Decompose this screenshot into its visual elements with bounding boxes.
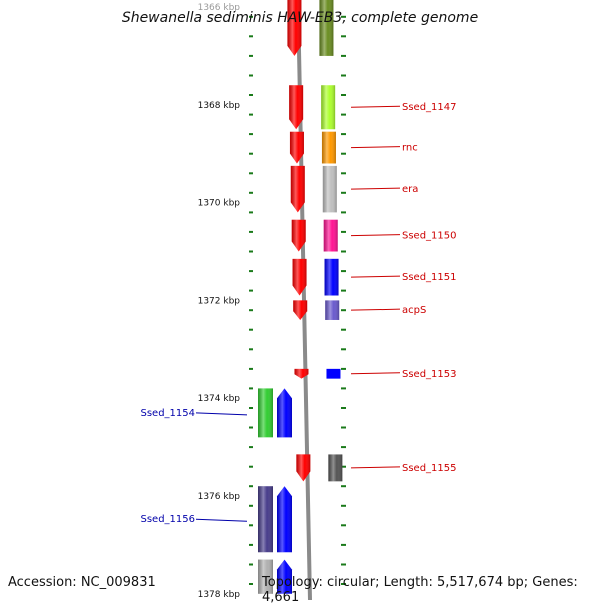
gene-label: Ssed_1156 — [140, 514, 195, 525]
forward-strand-arrow-shading — [294, 368, 309, 379]
reverse-strand-arrow-shading — [277, 559, 292, 594]
gene-label-leader — [350, 105, 401, 108]
gene-label-leader — [195, 518, 248, 522]
gene-feature-block — [326, 368, 341, 379]
scale-label: 1366 kbp — [198, 3, 241, 13]
forward-strand-arrow-shading — [287, 0, 302, 56]
gene-label-leader — [350, 187, 401, 190]
forward-strand-arrow-shading — [293, 300, 308, 320]
gene-feature-shading — [322, 165, 337, 213]
gene-feature-shading — [321, 85, 336, 130]
gene-label: Ssed_1151 — [402, 272, 457, 283]
gene-feature-shading — [328, 454, 343, 482]
scale-label: 1372 kbp — [198, 296, 241, 306]
forward-strand-arrow-shading — [289, 131, 304, 164]
gene-label: Ssed_1153 — [402, 369, 457, 380]
gene-label: era — [402, 184, 418, 195]
gene-label-leader — [350, 234, 401, 237]
forward-strand-arrow-shading — [289, 85, 304, 130]
gene-feature-shading — [324, 258, 339, 296]
gene-feature-shading — [321, 131, 336, 164]
map-title: Shewanella sediminis HAW-EB3, complete g… — [121, 10, 479, 26]
scale-label: 1368 kbp — [198, 101, 241, 111]
gene-feature-shading — [258, 388, 273, 438]
scale-ticks: 1366 kbp 1368 kbp 1370 kbp 1372 kbp 1374 kbp… — [198, 3, 346, 600]
gene-feature-shading — [258, 486, 273, 553]
scale-label: 1370 kbp — [198, 199, 241, 209]
gene-label-leader — [350, 372, 401, 375]
reverse-strand-arrow-shading — [277, 388, 292, 438]
gene-label-leader — [350, 308, 401, 311]
gene-label: Ssed_1154 — [140, 408, 195, 419]
accession-text: Accession: NC_009831 — [8, 575, 156, 590]
forward-strand-arrow-shading — [290, 165, 305, 213]
scale-label: 1374 kbp — [198, 394, 241, 404]
forward-strand-arrow-shading — [296, 454, 311, 482]
gene-feature-shading — [319, 0, 334, 56]
scale-label: 1376 kbp — [198, 492, 241, 502]
gene-label: acpS — [402, 305, 426, 316]
gene-label-leader — [195, 412, 248, 416]
gene-label: Ssed_1150 — [402, 231, 457, 242]
genome-summary-text: Topology: circular; Length: 5,517,674 bp… — [262, 575, 578, 605]
gene-feature-shading — [323, 219, 338, 252]
gene-label-leader — [350, 275, 401, 278]
gene-label: Ssed_1147 — [402, 102, 457, 113]
gene-label: Ssed_1155 — [402, 463, 457, 474]
reverse-strand-arrow-shading — [277, 486, 292, 553]
forward-strand-arrow-shading — [291, 219, 306, 252]
gene-label-leader — [350, 466, 401, 469]
scale-label: 1378 kbp — [198, 590, 241, 600]
gene-label: rnc — [402, 143, 418, 154]
gene-feature-shading — [325, 300, 340, 320]
gene-features — [258, 0, 343, 594]
gene-label-leader — [350, 146, 401, 149]
forward-strand-arrow-shading — [292, 258, 307, 296]
gene-feature-shading — [258, 559, 273, 594]
